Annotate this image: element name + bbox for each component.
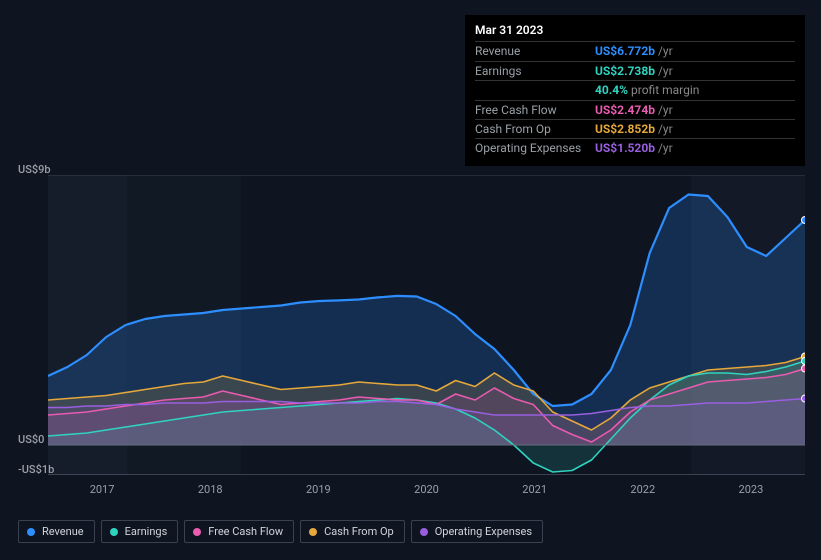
legend-dot-icon — [27, 528, 35, 536]
tooltip-row-value: US$2.852b/yr — [595, 119, 795, 138]
legend-dot-icon — [193, 528, 201, 536]
legend: Revenue Earnings Free Cash Flow Cash From O… — [18, 520, 543, 543]
legend-item[interactable]: Operating Expenses — [411, 520, 543, 543]
tooltip-row: RevenueUS$6.772b/yr — [475, 42, 795, 61]
legend-label: Earnings — [125, 525, 168, 538]
legend-label: Cash From Op — [324, 525, 394, 538]
tooltip-row-value: US$6.772b/yr — [595, 42, 795, 61]
legend-label: Free Cash Flow — [208, 525, 283, 538]
tooltip-date: Mar 31 2023 — [475, 23, 795, 37]
chart-tooltip: Mar 31 2023 RevenueUS$6.772b/yrEarningsU… — [465, 15, 805, 166]
chart-area[interactable] — [48, 175, 805, 475]
legend-label: Operating Expenses — [435, 525, 532, 538]
legend-dot-icon — [110, 528, 118, 536]
legend-item[interactable]: Cash From Op — [300, 520, 405, 543]
y-axis-label: US$0 — [18, 433, 44, 446]
x-axis-label: 2020 — [414, 483, 439, 496]
series-end-marker — [802, 217, 806, 224]
tooltip-row: 40.4%profit margin — [475, 81, 795, 100]
tooltip-row: EarningsUS$2.738b/yr — [475, 61, 795, 80]
series-end-marker — [802, 395, 806, 402]
x-axis-label: 2017 — [90, 483, 115, 496]
tooltip-row-value: US$2.738b/yr — [595, 61, 795, 80]
chart-container: { "tooltip": { "x": 465, "y": 15, "width… — [0, 0, 821, 560]
tooltip-row-label — [475, 81, 595, 100]
legend-item[interactable]: Earnings — [101, 520, 179, 543]
tooltip-table: RevenueUS$6.772b/yrEarningsUS$2.738b/yr4… — [475, 41, 795, 157]
y-axis-label: -US$1b — [18, 463, 54, 476]
legend-label: Revenue — [42, 525, 84, 538]
chart-svg — [48, 175, 805, 475]
legend-dot-icon — [309, 528, 317, 536]
legend-dot-icon — [420, 528, 428, 536]
tooltip-row-value: 40.4%profit margin — [595, 81, 795, 100]
tooltip-row: Operating ExpensesUS$1.520b/yr — [475, 139, 795, 158]
x-axis-label: 2018 — [198, 483, 223, 496]
legend-item[interactable]: Free Cash Flow — [184, 520, 294, 543]
x-axis-label: 2021 — [522, 483, 547, 496]
tooltip-row-label: Earnings — [475, 61, 595, 80]
series-end-marker — [802, 358, 806, 365]
tooltip-row-label: Operating Expenses — [475, 139, 595, 158]
legend-item[interactable]: Revenue — [18, 520, 95, 543]
tooltip-row-label: Free Cash Flow — [475, 100, 595, 119]
tooltip-row-label: Revenue — [475, 42, 595, 61]
x-axis-label: 2022 — [630, 483, 655, 496]
x-axis-label: 2023 — [739, 483, 764, 496]
x-axis-label: 2019 — [306, 483, 331, 496]
y-axis-label: US$9b — [18, 163, 51, 176]
tooltip-row-value: US$2.474b/yr — [595, 100, 795, 119]
tooltip-row-value: US$1.520b/yr — [595, 139, 795, 158]
tooltip-row: Cash From OpUS$2.852b/yr — [475, 119, 795, 138]
series-end-marker — [802, 365, 806, 372]
tooltip-row: Free Cash FlowUS$2.474b/yr — [475, 100, 795, 119]
tooltip-row-label: Cash From Op — [475, 119, 595, 138]
